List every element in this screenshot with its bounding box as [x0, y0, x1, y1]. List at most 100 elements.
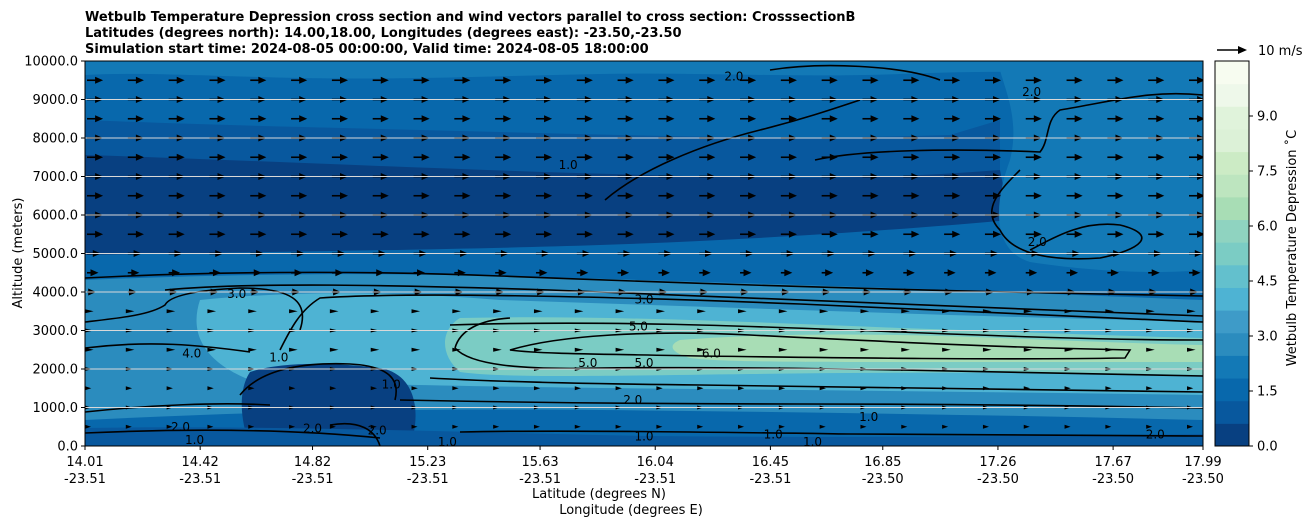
wind-arrow-18-10 — [493, 424, 500, 429]
wind-arrowhead-0-6 — [339, 76, 348, 84]
y-tick-label-8: 8000.0 — [33, 132, 79, 147]
colorbar-segment-12 — [1215, 151, 1249, 175]
wind-arrowhead-4-6 — [339, 153, 348, 161]
wind-arrowhead-4-14 — [666, 153, 675, 161]
wind-arrow-18-3 — [207, 424, 214, 429]
wind-arrow-16-12 — [574, 386, 582, 391]
wind-arrowhead-6-18 — [829, 192, 838, 200]
wind-arrowhead-0-14 — [666, 76, 675, 84]
wind-arrowhead-8-4 — [258, 230, 267, 238]
x-axis-ticks: 14.01 -23.51 14.42 -23.51 14.82 -23.51 15.23 -2… — [64, 446, 1224, 487]
wind-arrow-12-24 — [1064, 309, 1074, 314]
wind-arrowhead-10-12 — [580, 269, 589, 277]
wind-arrow-14-9 — [452, 347, 461, 352]
colorbar-label: Wetbulb Temperature Depression ˚C — [1284, 130, 1300, 367]
wind-arrowhead-6-12 — [584, 192, 593, 200]
wind-arrowhead-0-8 — [421, 76, 430, 84]
wind-arrowhead-8-23 — [1033, 230, 1042, 238]
x-tick-label-lon-0: -23.51 — [64, 472, 106, 487]
wind-arrowhead-8-9 — [462, 230, 471, 238]
x-tick-label-lon-3: -23.51 — [407, 472, 449, 487]
colorbar-segment-15 — [1215, 83, 1249, 107]
wind-arrowhead-6-20 — [911, 192, 920, 200]
colorbar-segment-5 — [1215, 310, 1249, 334]
x-tick-label-lat-0: 14.01 — [66, 455, 103, 470]
wind-arrow-12-15 — [697, 309, 706, 314]
wind-arrowhead-10-5 — [294, 269, 303, 277]
wind-arrow-18-2 — [166, 424, 173, 429]
colorbar-segment-11 — [1215, 174, 1249, 198]
wind-arrow-18-22 — [982, 424, 989, 429]
wind-arrow-18-6 — [329, 424, 336, 429]
wind-arrowhead-6-25 — [1115, 192, 1124, 200]
colorbar-tick-label-4: 6.0 — [1257, 220, 1278, 235]
wind-arrowhead-8-20 — [911, 230, 920, 238]
wind-arrowhead-0-19 — [870, 76, 879, 84]
contour-label-9: 1.0 — [559, 158, 578, 172]
field-layer-6 — [672, 334, 1203, 362]
colorbar-segment-4 — [1215, 332, 1249, 356]
wind-arrowhead-0-27 — [1197, 76, 1203, 84]
colorbar-segment-3 — [1215, 355, 1249, 379]
wind-arrowhead-0-22 — [993, 76, 1002, 84]
wind-arrow-14-20 — [901, 347, 910, 352]
wind-arrowhead-0-25 — [1115, 76, 1124, 84]
contour-label-15: 1.0 — [764, 427, 783, 441]
wind-arrowhead-2-10 — [503, 115, 512, 123]
wind-arrow-18-27 — [1187, 424, 1193, 429]
wind-arrow-12-7 — [370, 309, 380, 314]
wind-arrowhead-2-20 — [911, 115, 920, 123]
wind-arrowhead-0-9 — [462, 76, 471, 84]
wind-arrowhead-10-20 — [906, 269, 915, 277]
wind-arrowhead-4-19 — [870, 153, 879, 161]
wind-arrowhead-10-4 — [253, 269, 262, 277]
wind-arrow-16-26 — [1146, 386, 1153, 391]
wind-arrow-18-8 — [411, 424, 418, 429]
colorbar-segment-2 — [1215, 378, 1249, 402]
y-tick-label-10: 10000.0 — [24, 55, 78, 70]
wind-arrow-18-5 — [289, 424, 296, 429]
wind-arrowhead-4-16 — [748, 153, 757, 161]
wind-arrow-12-14 — [656, 309, 666, 314]
wind-arrow-14-3 — [207, 347, 217, 352]
wind-arrowhead-8-2 — [176, 230, 185, 238]
colorbar-segment-9 — [1215, 219, 1249, 243]
wind-arrow-18-7 — [370, 424, 377, 429]
wind-arrowhead-2-21 — [952, 115, 961, 123]
wind-arrowhead-4-12 — [584, 153, 593, 161]
wind-arrowhead-8-5 — [299, 230, 308, 238]
wind-arrow-12-11 — [533, 309, 543, 314]
wind-arrowhead-8-27 — [1197, 230, 1203, 238]
wind-arrowhead-6-22 — [993, 192, 1002, 200]
title-line-2: Latitudes (degrees north): 14.00,18.00, … — [85, 26, 682, 41]
wind-arrow-16-6 — [329, 386, 337, 391]
wind-arrowhead-10-27 — [1192, 269, 1201, 277]
y-tick-label-2: 2000.0 — [33, 363, 79, 378]
wind-arrow-16-7 — [370, 386, 378, 391]
wind-arrow-16-21 — [942, 386, 949, 391]
wind-arrowhead-4-18 — [829, 153, 838, 161]
wind-arrow-14-15 — [697, 347, 706, 352]
wind-arrowhead-2-23 — [1033, 115, 1042, 123]
wind-arrowhead-8-18 — [829, 230, 838, 238]
x-tick-label-lon-9: -23.50 — [1092, 472, 1134, 487]
wind-arrow-18-19 — [860, 424, 867, 429]
wind-arrowhead-6-24 — [1074, 192, 1083, 200]
wind-arrowhead-4-0 — [95, 153, 104, 161]
y-tick-label-0: 0.0 — [57, 440, 78, 455]
wind-arrowhead-4-2 — [176, 153, 185, 161]
wind-arrowhead-6-17 — [788, 192, 797, 200]
wind-arrowhead-0-1 — [135, 76, 144, 84]
colorbar-segment-7 — [1215, 264, 1249, 288]
wind-arrow-18-18 — [819, 424, 826, 429]
wind-arrowhead-2-24 — [1074, 115, 1083, 123]
wind-arrow-12-8 — [411, 309, 421, 314]
x-tick-label-lon-5: -23.51 — [634, 472, 676, 487]
y-tick-label-9: 9000.0 — [33, 93, 79, 108]
wind-arrow-14-8 — [411, 347, 421, 352]
wind-arrow-12-26 — [1146, 309, 1155, 314]
y-tick-label-1: 1000.0 — [33, 401, 79, 416]
wind-arrowhead-6-26 — [1156, 192, 1165, 200]
wind-arrowhead-6-8 — [421, 192, 430, 200]
wind-arrow-14-19 — [860, 347, 870, 352]
